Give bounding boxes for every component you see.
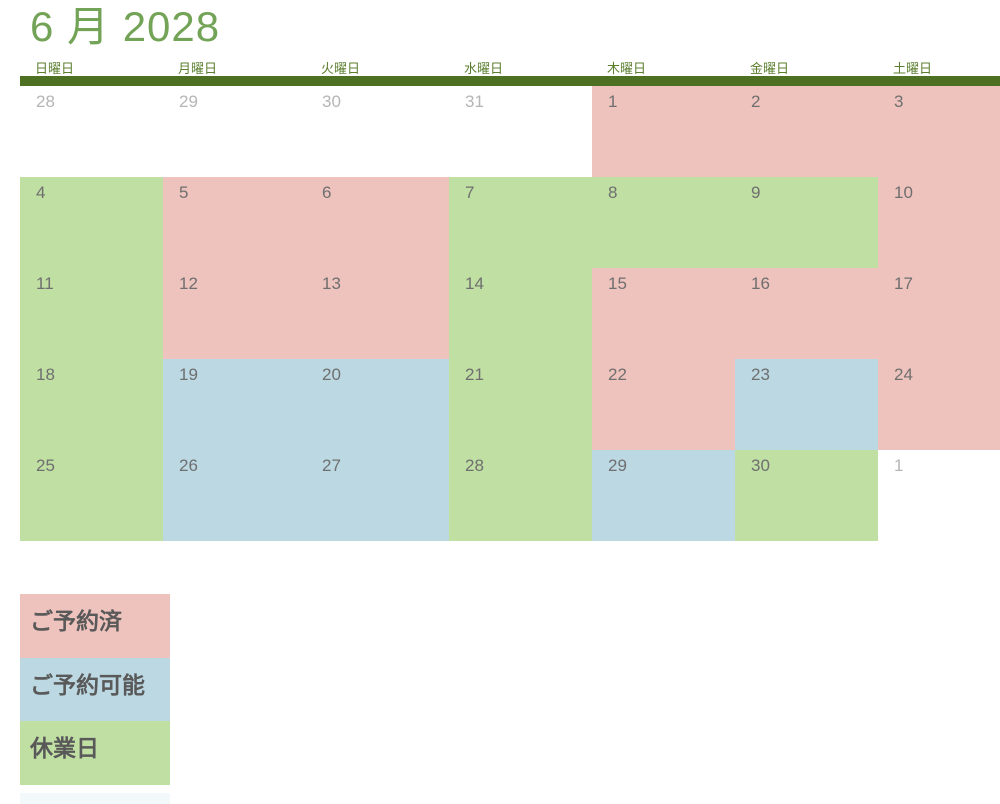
- day-cell[interactable]: 29: [592, 450, 735, 541]
- day-cell[interactable]: 7: [449, 177, 592, 268]
- legend-item-available: ご予約可能: [20, 657, 170, 721]
- day-cell[interactable]: 1: [878, 450, 1000, 541]
- day-cell[interactable]: 1: [592, 86, 735, 177]
- page-title: 6 月 2028: [30, 3, 221, 50]
- day-cell[interactable]: 25: [20, 450, 163, 541]
- day-cell[interactable]: 10: [878, 177, 1000, 268]
- weekday-header-monday: 月曜日: [178, 61, 218, 76]
- day-cell[interactable]: 28: [20, 86, 163, 177]
- day-cell[interactable]: 16: [735, 268, 878, 359]
- day-cell[interactable]: 14: [449, 268, 592, 359]
- day-cell[interactable]: 12: [163, 268, 306, 359]
- day-cell[interactable]: 31: [449, 86, 592, 177]
- legend: ご予約済 ご予約可能 休業日: [20, 594, 170, 785]
- day-cell[interactable]: 27: [306, 450, 449, 541]
- day-cell[interactable]: 28: [449, 450, 592, 541]
- weekday-header-row: 日曜日 月曜日 火曜日 水曜日 木曜日 金曜日 土曜日: [20, 61, 1000, 76]
- day-cell[interactable]: 13: [306, 268, 449, 359]
- day-cell[interactable]: 4: [20, 177, 163, 268]
- day-cell[interactable]: 29: [163, 86, 306, 177]
- weekday-header-sunday: 日曜日: [35, 61, 75, 76]
- day-cell[interactable]: 3: [878, 86, 1000, 177]
- day-cell[interactable]: 26: [163, 450, 306, 541]
- weekday-header-saturday: 土曜日: [893, 61, 933, 76]
- calendar-grid: 28 29 30 31 1 2 3 4 5 6 7 8 9 10 11 12 13 14 15 16 17 18 19 20 2…: [20, 86, 1000, 541]
- day-cell[interactable]: 24: [878, 359, 1000, 450]
- legend-cutoff-strip: [20, 793, 170, 804]
- weekday-header-friday: 金曜日: [750, 61, 790, 76]
- day-cell[interactable]: 23: [735, 359, 878, 450]
- day-cell[interactable]: 2: [735, 86, 878, 177]
- day-cell[interactable]: 8: [592, 177, 735, 268]
- day-cell[interactable]: 5: [163, 177, 306, 268]
- day-cell[interactable]: 21: [449, 359, 592, 450]
- day-cell[interactable]: 18: [20, 359, 163, 450]
- day-cell[interactable]: 30: [306, 86, 449, 177]
- weekday-header-wednesday: 水曜日: [464, 61, 504, 76]
- weekday-header-thursday: 木曜日: [607, 61, 647, 76]
- legend-item-closed: 休業日: [20, 721, 170, 785]
- day-cell[interactable]: 9: [735, 177, 878, 268]
- day-cell[interactable]: 17: [878, 268, 1000, 359]
- legend-item-reserved: ご予約済: [20, 594, 170, 658]
- day-cell[interactable]: 20: [306, 359, 449, 450]
- weekday-header-tuesday: 火曜日: [321, 61, 361, 76]
- header-divider-bar: [20, 76, 1000, 86]
- day-cell[interactable]: 11: [20, 268, 163, 359]
- day-cell[interactable]: 30: [735, 450, 878, 541]
- day-cell[interactable]: 6: [306, 177, 449, 268]
- day-cell[interactable]: 19: [163, 359, 306, 450]
- day-cell[interactable]: 22: [592, 359, 735, 450]
- day-cell[interactable]: 15: [592, 268, 735, 359]
